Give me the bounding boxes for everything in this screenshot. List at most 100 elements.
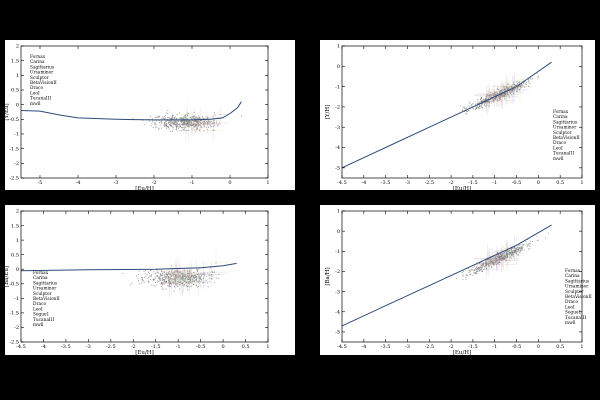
data-point xyxy=(176,269,178,271)
data-point xyxy=(172,273,175,275)
data-point xyxy=(537,239,539,241)
model-line xyxy=(20,262,237,272)
data-point xyxy=(190,274,192,276)
data-point xyxy=(207,121,209,123)
data-point xyxy=(505,260,507,262)
data-point xyxy=(483,265,485,267)
data-point xyxy=(167,271,169,273)
data-point xyxy=(139,283,141,285)
data-point xyxy=(510,91,513,93)
data-point xyxy=(484,260,487,262)
y-tick-label: -3 xyxy=(335,125,340,131)
data-point xyxy=(473,269,475,271)
y-tick-label: -2.5 xyxy=(9,340,19,346)
data-point xyxy=(143,270,145,273)
x-tick-label: 0 xyxy=(221,344,224,350)
data-point xyxy=(154,278,156,280)
data-point xyxy=(503,85,505,87)
data-point xyxy=(496,88,499,90)
data-point xyxy=(190,285,192,287)
data-point xyxy=(201,126,203,128)
data-point xyxy=(170,283,172,285)
data-point xyxy=(512,93,514,95)
data-point xyxy=(154,126,156,128)
data-point xyxy=(484,104,486,106)
data-point xyxy=(199,279,201,281)
data-point xyxy=(152,278,154,280)
data-point xyxy=(198,281,200,283)
data-point xyxy=(217,277,219,279)
data-point xyxy=(178,117,180,120)
data-point xyxy=(476,271,478,273)
data-point xyxy=(185,274,187,276)
data-point xyxy=(168,124,171,126)
data-point xyxy=(156,272,158,274)
data-point xyxy=(174,124,176,126)
data-point xyxy=(154,286,156,288)
data-point xyxy=(490,266,492,268)
legend-entry: Ursaminor xyxy=(33,287,57,292)
data-point xyxy=(184,121,186,123)
data-point xyxy=(185,115,187,118)
data-point xyxy=(171,265,173,267)
legend-entry: mwll xyxy=(565,321,576,326)
data-point xyxy=(200,125,202,127)
data-point xyxy=(523,85,525,87)
data-point xyxy=(154,124,156,126)
data-point xyxy=(480,98,482,100)
data-point xyxy=(464,106,466,108)
x-tick-label: -0.5 xyxy=(512,180,522,186)
data-point xyxy=(165,274,167,276)
data-point xyxy=(465,277,467,279)
data-point xyxy=(465,279,467,281)
data-point xyxy=(212,115,214,117)
data-point xyxy=(156,275,158,278)
data-point xyxy=(208,127,210,129)
data-point xyxy=(169,277,171,279)
legend-entry: Sagittarius xyxy=(30,65,54,70)
data-point xyxy=(480,103,482,105)
data-point xyxy=(173,280,176,282)
data-point xyxy=(530,77,532,79)
data-point xyxy=(195,284,197,286)
data-point xyxy=(176,120,178,122)
x-tick-label: -4 xyxy=(41,344,46,350)
data-point xyxy=(193,126,195,128)
legend-entry: Sculptor xyxy=(33,292,53,297)
data-point xyxy=(495,258,497,260)
data-point xyxy=(204,120,206,122)
data-point xyxy=(198,115,200,117)
data-point xyxy=(144,272,146,274)
data-point xyxy=(161,118,163,120)
data-point xyxy=(195,123,197,126)
data-point xyxy=(199,120,201,122)
data-point xyxy=(186,286,188,288)
data-point xyxy=(479,107,481,109)
data-point xyxy=(167,110,169,112)
panel-background xyxy=(5,205,295,355)
legend-entry: Ursaminor xyxy=(553,126,577,131)
data-point xyxy=(145,275,147,277)
data-point xyxy=(465,274,467,276)
data-point xyxy=(482,268,484,271)
data-point xyxy=(482,265,484,267)
data-point xyxy=(162,284,164,286)
data-point xyxy=(498,257,500,259)
data-point xyxy=(485,262,487,264)
data-point xyxy=(199,130,201,132)
data-point xyxy=(153,285,155,287)
data-point xyxy=(198,268,200,270)
data-point xyxy=(153,121,155,123)
y-tick-label: 0.5 xyxy=(11,88,19,94)
data-point xyxy=(190,275,192,277)
x-tick-label: -1.5 xyxy=(468,344,478,350)
data-point xyxy=(477,99,479,101)
legend-entry: Carina xyxy=(30,60,45,65)
y-tick-label: 0 xyxy=(16,102,19,108)
data-point xyxy=(476,107,478,109)
data-point xyxy=(485,95,488,97)
data-point xyxy=(180,127,183,129)
data-point xyxy=(170,272,172,274)
data-point xyxy=(160,283,162,285)
data-point xyxy=(478,101,480,103)
